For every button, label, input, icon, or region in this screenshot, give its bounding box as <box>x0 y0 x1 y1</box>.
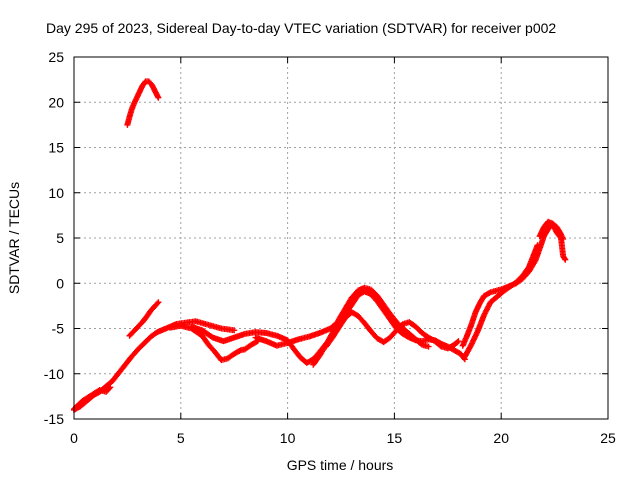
data-point <box>454 339 461 346</box>
data-point <box>534 242 541 249</box>
x-tick-label: 20 <box>493 430 509 446</box>
data-points <box>71 78 569 413</box>
x-tick-labels: 0 5 10 15 20 25 <box>70 430 616 446</box>
series-arc-1 <box>71 318 238 413</box>
series-arc-8 <box>310 284 432 368</box>
x-tick-label: 10 <box>280 430 296 446</box>
data-point <box>486 290 493 297</box>
x-tick-label: 15 <box>387 430 403 446</box>
series-arc-3 <box>124 78 162 128</box>
data-point <box>231 327 238 334</box>
series-arc-7 <box>252 288 468 363</box>
data-point <box>107 384 114 391</box>
y-tick-label: 0 <box>56 275 64 291</box>
plot-frame <box>73 56 609 420</box>
grid <box>74 57 608 419</box>
series-arc-2 <box>71 384 114 413</box>
y-tick-label: 5 <box>56 230 64 246</box>
y-tick-label: 20 <box>48 94 64 110</box>
data-point <box>425 343 432 350</box>
y-tick-labels: -15 -10 -5 0 5 10 15 20 25 <box>44 49 64 427</box>
y-tick-label: -5 <box>52 321 65 337</box>
series-arc-11 <box>461 242 541 360</box>
y-tick-label: 15 <box>48 140 64 156</box>
series-arc-12 <box>536 218 569 263</box>
data-point <box>106 385 113 392</box>
y-axis-label: SDTVAR / TECUs <box>6 182 22 294</box>
x-tick-label: 5 <box>177 430 185 446</box>
data-point <box>236 347 243 354</box>
x-axis-label: GPS time / hours <box>287 457 394 473</box>
x-tick-label: 0 <box>70 430 78 446</box>
data-point <box>561 255 568 262</box>
series-arc-9 <box>323 309 462 352</box>
data-point <box>154 300 161 307</box>
data-point <box>155 94 162 101</box>
y-tick-label: 25 <box>48 49 64 65</box>
y-tick-label: 10 <box>48 185 64 201</box>
y-tick-label: -15 <box>44 411 64 427</box>
data-point <box>155 299 162 306</box>
x-tick-label: 25 <box>600 430 616 446</box>
series-arc-5 <box>167 322 261 364</box>
chart-title: Day 295 of 2023, Sidereal Day-to-day VTE… <box>46 20 556 36</box>
data-point <box>562 256 569 263</box>
data-point <box>455 338 462 345</box>
y-tick-label: -10 <box>44 366 64 382</box>
series-arc-4 <box>126 299 162 339</box>
